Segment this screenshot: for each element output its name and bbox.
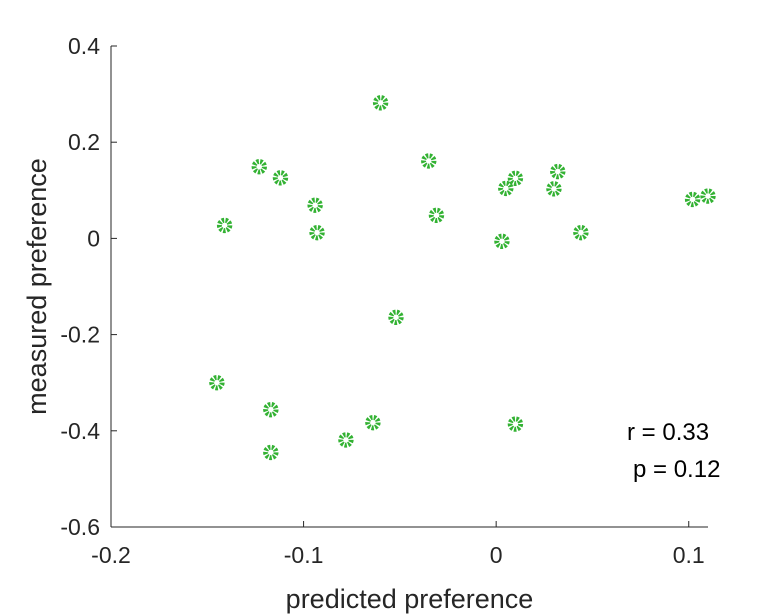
x-axis-label: predicted preference <box>286 584 534 614</box>
data-point <box>309 224 325 241</box>
y-tick-label: -0.6 <box>60 514 100 540</box>
data-point <box>209 375 225 391</box>
x-tick-label: -0.1 <box>284 542 324 568</box>
annotation-r-value: r = 0.33 <box>627 419 709 446</box>
data-point <box>494 233 510 249</box>
data-point <box>700 188 716 204</box>
data-point <box>550 163 566 180</box>
data-point <box>388 309 404 325</box>
data-points <box>209 95 716 461</box>
data-point <box>428 207 445 224</box>
axes <box>110 46 708 528</box>
data-point <box>338 432 354 448</box>
y-ticks: -0.6 -0.4 -0.2 0 0.2 0.4 <box>60 33 117 540</box>
y-tick-label: -0.4 <box>60 418 100 444</box>
data-point <box>684 191 701 208</box>
data-point <box>216 217 233 234</box>
data-point <box>546 181 562 197</box>
data-point <box>365 414 381 431</box>
data-point <box>507 170 524 186</box>
data-point <box>272 170 289 186</box>
data-point <box>573 224 589 241</box>
data-point <box>498 180 514 197</box>
data-point <box>507 416 524 432</box>
y-tick-label: 0.4 <box>68 33 100 59</box>
y-tick-label: 0.2 <box>68 129 100 155</box>
data-point <box>251 159 267 175</box>
x-tick-label: -0.2 <box>91 542 131 568</box>
data-point <box>372 95 389 111</box>
annotation-p-value: p = 0.12 <box>633 456 720 483</box>
x-ticks: -0.2 -0.1 0 0.1 <box>91 521 705 568</box>
x-tick-label: 0 <box>490 542 503 568</box>
y-axis-label: measured preference <box>22 158 52 415</box>
data-point <box>263 444 279 461</box>
data-point <box>307 197 323 213</box>
x-tick-label: 0.1 <box>673 542 705 568</box>
data-point <box>263 401 279 418</box>
y-tick-label: -0.2 <box>60 322 100 348</box>
y-tick-label: 0 <box>87 225 100 251</box>
data-point <box>421 153 437 169</box>
